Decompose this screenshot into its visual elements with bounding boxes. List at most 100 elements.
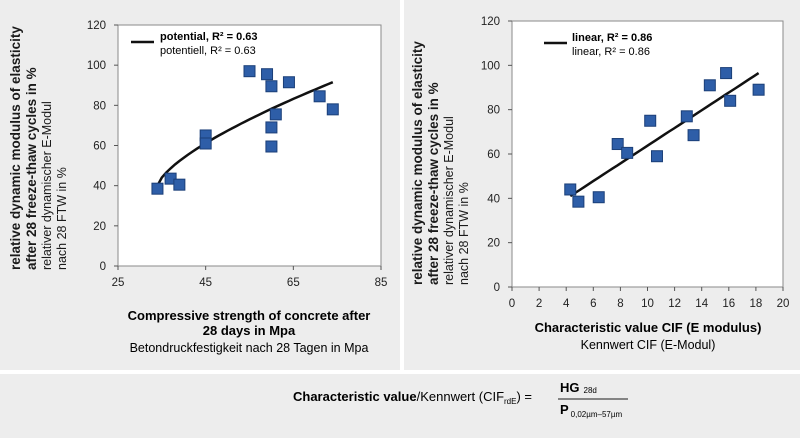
scatter-chart-left: 0 20 40 60 80 100 120 25 45 65 85 potential, R² = … — [87, 20, 388, 355]
data-point — [243, 65, 256, 78]
scatter-chart-right: 0 20 40 60 80 100 120 0 2 4 6 8 10 12 14 16 18 20 linear,… — [481, 16, 790, 352]
plot-area-left — [117, 24, 382, 267]
y-axis-label-right: relative dynamic modulus of elasticity a… — [410, 5, 472, 285]
data-point — [261, 68, 274, 81]
data-point — [164, 172, 177, 185]
y-tick-label: 120 — [481, 16, 500, 28]
y-tick-label: 20 — [487, 238, 500, 250]
x-tick-label: 45 — [199, 277, 212, 289]
panel-divider — [400, 0, 404, 372]
data-point — [724, 94, 737, 107]
formula-sub: rdE — [504, 397, 516, 406]
x-tick-label: 65 — [287, 277, 300, 289]
legend-right: linear, R² = 0.86 linear, R² = 0.86 — [544, 32, 652, 58]
axis-ticks-left: 0 20 40 60 80 100 120 25 45 65 85 — [87, 20, 388, 289]
data-point — [265, 80, 278, 93]
data-point — [592, 191, 605, 204]
legend-label-de: potentiell, R² = 0.63 — [160, 45, 256, 57]
data-point — [269, 108, 282, 121]
x-tick-label: 0 — [509, 298, 515, 310]
y-axis-title-de-line1: relativer dynamischer E-Modul — [442, 116, 456, 285]
x-tick-label: 4 — [563, 298, 570, 310]
formula-graphic: Characteristic value/Kennwert (CIFrdE) =… — [293, 380, 628, 419]
x-tick-label: 18 — [750, 298, 763, 310]
data-point — [680, 110, 693, 123]
data-point — [326, 103, 339, 116]
y-tick-label: 0 — [100, 261, 106, 273]
data-point — [564, 183, 577, 196]
x-axis-title-en-line1: Compressive strength of concrete after — [128, 308, 371, 323]
data-point — [265, 121, 278, 134]
x-axis-title-en: Characteristic value CIF (E modulus) — [535, 320, 762, 335]
y-tick-label: 100 — [87, 60, 106, 72]
data-point — [644, 114, 657, 127]
x-tick-label: 16 — [722, 298, 735, 310]
trendline-right — [569, 72, 760, 198]
x-axis-title-en-line2: 28 days in Mpa — [203, 323, 296, 338]
y-tick-label: 80 — [93, 100, 106, 112]
x-tick-label: 85 — [375, 277, 388, 289]
data-point — [687, 129, 700, 142]
legend-label-en: potential, R² = 0.63 — [160, 31, 258, 43]
x-tick-label: 8 — [617, 298, 623, 310]
data-point — [720, 67, 733, 80]
legend-left: potential, R² = 0.63 potentiell, R² = 0.… — [131, 31, 258, 57]
chart-panel-right: relative dynamic modulus of elasticity a… — [404, 0, 800, 370]
formula-de: Kennwert (CIF — [420, 389, 504, 404]
formula: Characteristic value/Kennwert (CIFrdE) =… — [0, 378, 800, 435]
y-tick-label: 40 — [487, 193, 500, 205]
chart-panel-left: relative dynamic modulus of elasticity a… — [0, 0, 400, 370]
y-axis-title-de-line2: nach 28 FTW in % — [55, 167, 69, 270]
data-point — [611, 138, 624, 151]
x-tick-label: 12 — [668, 298, 681, 310]
y-tick-label: 100 — [481, 60, 500, 72]
trendline-path — [569, 72, 760, 198]
trendline-path — [156, 81, 334, 187]
y-tick-label: 20 — [93, 221, 106, 233]
data-point — [199, 137, 212, 150]
y-tick-label: 60 — [487, 149, 500, 161]
x-tick-label: 2 — [536, 298, 542, 310]
y-tick-label: 0 — [494, 282, 500, 294]
y-axis-title-en-line1: relative dynamic modulus of elasticity — [410, 41, 425, 285]
formula-slash: / — [417, 389, 421, 404]
y-axis-title-de-line1: relativer dynamischer E-Modul — [40, 101, 54, 270]
data-point — [703, 79, 716, 92]
y-axis-title-en-line2: after 28 freeze-thaw cycles in % — [24, 67, 39, 270]
formula-en: Characteristic value — [293, 389, 417, 404]
data-point — [650, 150, 663, 163]
trendline-left — [156, 81, 334, 187]
plot-area-right — [511, 20, 784, 288]
data-point — [151, 182, 164, 195]
data-point — [752, 83, 765, 96]
x-tick-label: 25 — [112, 277, 125, 289]
formula-separator — [0, 370, 800, 374]
formula-close: ) = — [516, 389, 532, 404]
y-axis-title-de-line2: nach 28 FTW in % — [457, 182, 471, 285]
legend-label-en: linear, R² = 0.86 — [572, 32, 652, 44]
formula-text: Characteristic value/Kennwert (CIFrdE) = — [293, 389, 532, 406]
x-tick-label: 6 — [590, 298, 596, 310]
data-point — [173, 178, 186, 191]
x-tick-label: 20 — [777, 298, 790, 310]
axis-ticks-right: 0 20 40 60 80 100 120 0 2 4 6 8 10 12 14 16 18 20 — [481, 16, 790, 310]
y-axis-title-en-line2: after 28 freeze-thaw cycles in % — [426, 82, 441, 285]
formula-numerator: HG 28d — [560, 380, 597, 395]
y-tick-label: 120 — [87, 20, 106, 32]
x-tick-label: 10 — [641, 298, 654, 310]
y-tick-label: 40 — [93, 181, 106, 193]
data-point — [621, 146, 634, 159]
data-points-right — [564, 67, 765, 208]
data-points-left — [151, 65, 339, 195]
data-point — [313, 90, 326, 103]
y-tick-label: 80 — [487, 105, 500, 117]
y-axis-title-en-line1: relative dynamic modulus of elasticity — [8, 26, 23, 270]
y-axis-label-left: relative dynamic modulus of elasticity a… — [8, 10, 70, 270]
x-tick-label: 14 — [695, 298, 708, 310]
legend-label-de: linear, R² = 0.86 — [572, 46, 650, 58]
x-axis-title-de: Betondruckfestigkeit nach 28 Tagen in Mp… — [130, 341, 369, 355]
formula-denominator: P 0,02µm–57µm — [560, 402, 622, 419]
x-axis-title-de: Kennwert CIF (E-Modul) — [581, 338, 716, 352]
y-tick-label: 60 — [93, 141, 106, 153]
data-point — [572, 195, 585, 208]
